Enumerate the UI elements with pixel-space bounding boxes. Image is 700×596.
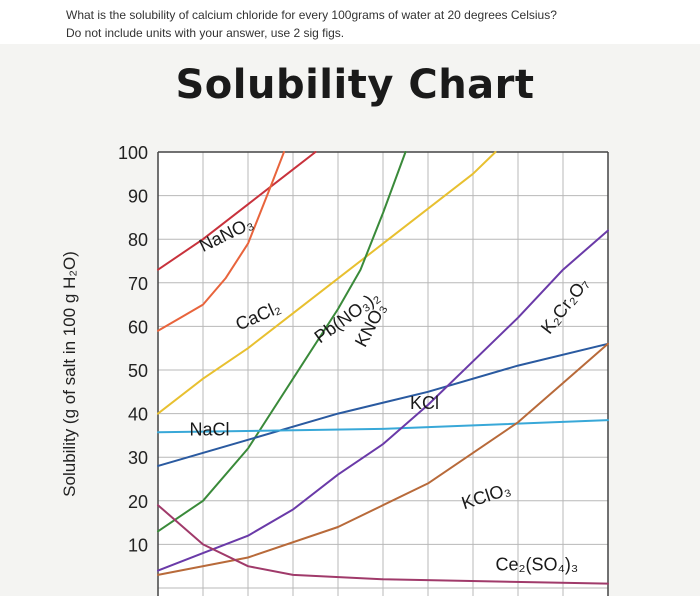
- y-tick-label: 100: [118, 143, 148, 163]
- series-label: KCl: [410, 393, 439, 413]
- question-panel: What is the solubility of calcium chlori…: [0, 0, 700, 44]
- question-instructions: Do not include units with your answer, u…: [66, 26, 345, 40]
- series-line: [157, 504, 609, 585]
- series-line: [157, 342, 609, 576]
- y-tick-label: 70: [128, 274, 148, 294]
- series-line: [157, 151, 407, 533]
- y-tick-label: 30: [128, 448, 148, 468]
- series-label: Ce₂(SO₄)₃: [496, 555, 579, 575]
- series-line: [157, 151, 317, 271]
- y-tick-label: 90: [128, 187, 148, 207]
- y-tick-label: 50: [128, 361, 148, 381]
- series-line: [157, 419, 609, 434]
- y-tick-label: 40: [128, 405, 148, 425]
- y-tick-label: 60: [128, 317, 148, 337]
- question-text: What is the solubility of calcium chlori…: [66, 8, 557, 22]
- series-line: [157, 342, 609, 467]
- chart-title: Solubility Chart: [175, 62, 535, 108]
- series-line: [157, 151, 497, 415]
- series-label: NaCl: [190, 419, 230, 439]
- y-tick-label: 10: [128, 535, 148, 555]
- y-tick-label: 80: [128, 230, 148, 250]
- series-line: [157, 229, 609, 572]
- y-tick-label: 20: [128, 492, 148, 512]
- series-line: [157, 151, 285, 332]
